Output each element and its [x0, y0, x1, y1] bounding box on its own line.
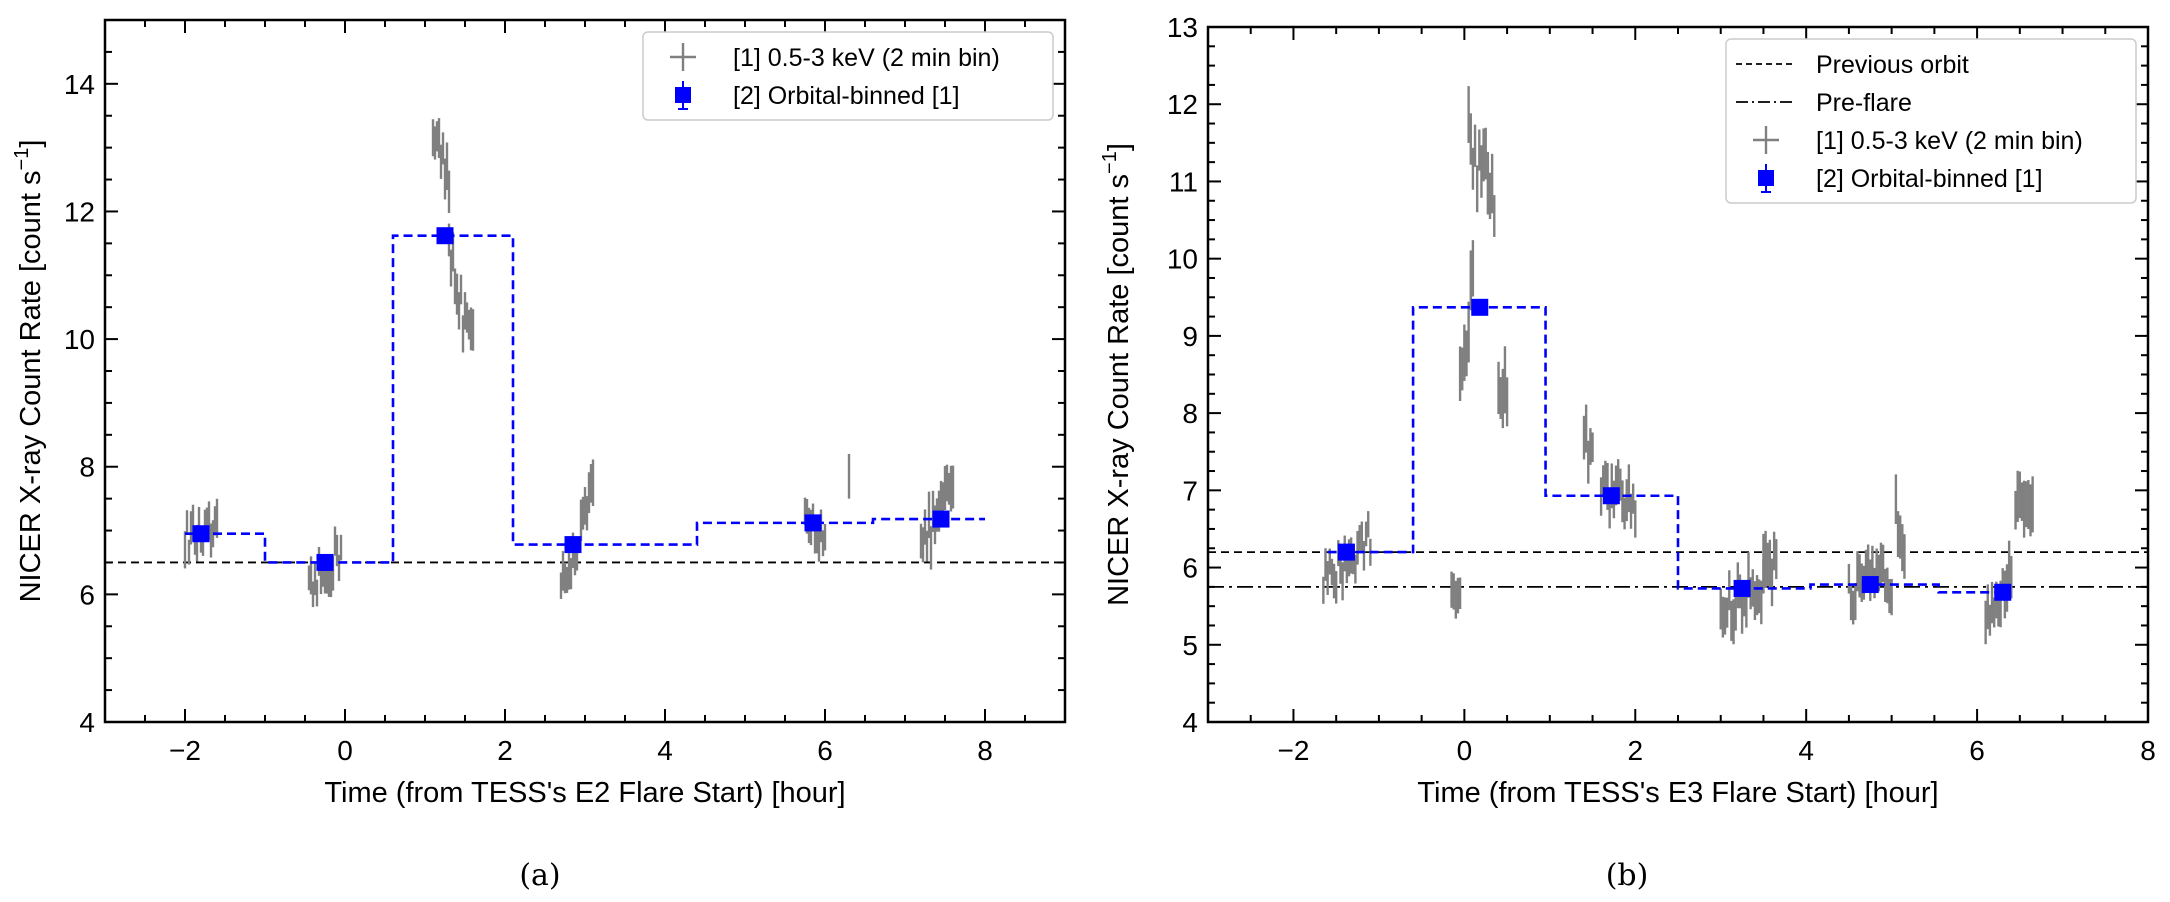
- legend-square-marker: [675, 87, 691, 103]
- orbital-binned-point: [1602, 487, 1620, 505]
- y-tick-label: 12: [1167, 89, 1198, 120]
- y-tick-label: 6: [79, 579, 95, 610]
- y-axis-label-exponent: −1: [11, 148, 33, 171]
- y-tick-label: 14: [64, 69, 95, 100]
- orbital-step-line: [1327, 306, 2007, 594]
- y-tick-label: 10: [64, 324, 95, 355]
- y-tick-label: 8: [79, 452, 95, 483]
- legend-label: [1] 0.5-3 keV (2 min bin): [1816, 127, 2083, 155]
- y-axis-label-end: ]: [1103, 143, 1135, 151]
- orbital-binned-point: [1994, 583, 2012, 601]
- y-axis-label-exponent: −1: [1099, 151, 1121, 174]
- orbital-binned-point: [1733, 579, 1751, 597]
- x-tick-label: 0: [337, 735, 353, 766]
- x-tick-label: 2: [497, 735, 513, 766]
- y-axis-label-end: ]: [15, 140, 47, 148]
- orbital-binned-point: [1337, 543, 1355, 561]
- y-tick-label: 4: [79, 707, 95, 738]
- orbital-step-line: [185, 234, 985, 564]
- y-tick-label: 12: [64, 196, 95, 227]
- orbital-binned-point: [192, 525, 210, 543]
- panel-caption: (b): [1606, 858, 1649, 893]
- orbital-binned-point: [1861, 576, 1879, 594]
- panel-caption: (a): [519, 858, 560, 893]
- legend-square-marker: [1758, 170, 1774, 186]
- y-tick-label: 8: [1182, 398, 1198, 429]
- panel-a: −2 0 2 4 6 8 4 6 8 10 12 14 Time (from TESS's E2 Fla…: [11, 18, 1067, 809]
- orbital-binned-point: [564, 536, 582, 554]
- y-tick-label: 10: [1167, 244, 1198, 275]
- x-tick-label: 4: [657, 735, 673, 766]
- legend-label: [1] 0.5-3 keV (2 min bin): [733, 44, 1000, 72]
- legend-label: [2] Orbital-binned [1]: [733, 82, 960, 110]
- x-tick-label: −2: [1277, 735, 1309, 766]
- orbital-binned-point: [316, 553, 334, 571]
- x-tick-label: 0: [1457, 735, 1473, 766]
- legend-frame: [642, 31, 1054, 121]
- legend: [1] 0.5-3 keV (2 min bin) [2] Orbital-bin…: [642, 31, 1054, 121]
- x-tick-label: 6: [817, 735, 833, 766]
- y-axis-label: NICER X-ray Count Rate [count s−1]: [1099, 143, 1135, 606]
- x-tick-label: 8: [977, 735, 993, 766]
- y-tick-label: 7: [1182, 475, 1198, 506]
- x-axis-label: Time (from TESS's E3 Flare Start) [hour]: [1417, 777, 1938, 809]
- y-axis-label-main: NICER X-ray Count Rate [count s: [1103, 174, 1135, 606]
- y-axis-label: NICER X-ray Count Rate [count s−1]: [11, 140, 47, 603]
- y-tick-label: 4: [1182, 707, 1198, 738]
- x-axis-label: Time (from TESS's E2 Flare Start) [hour]: [324, 777, 845, 809]
- orbital-binned-point: [436, 227, 454, 245]
- y-tick-label: 11: [1169, 166, 1198, 197]
- legend-frame: [1725, 38, 2137, 204]
- x-tick-label: 4: [1798, 735, 1814, 766]
- plot-frame: [103, 18, 1067, 724]
- legend-label: Previous orbit: [1816, 51, 1969, 79]
- x-tick-label: 2: [1627, 735, 1643, 766]
- legend-label: [2] Orbital-binned [1]: [1816, 165, 2043, 193]
- x-tick-label: −2: [169, 735, 201, 766]
- y-axis-label-main: NICER X-ray Count Rate [count s: [15, 170, 47, 602]
- legend: Previous orbit Pre-flare [1] 0.5-3 keV (2 …: [1725, 38, 2137, 204]
- y-tick-label: 5: [1182, 630, 1198, 661]
- panel-b: −2 0 2 4 6 8 4 5 6 7 8 9 10 11 12 13 Time (from TESS's E…: [1099, 12, 2156, 809]
- orbital-binned-point: [932, 510, 950, 528]
- y-tick-label: 6: [1182, 553, 1198, 584]
- y-tick-label: 13: [1167, 12, 1198, 43]
- y-tick-label: 9: [1182, 321, 1198, 352]
- orbital-binned-point: [1471, 298, 1489, 316]
- orbital-binned-point: [804, 514, 822, 532]
- legend-label: Pre-flare: [1816, 89, 1912, 117]
- x-tick-label: 6: [1969, 735, 1985, 766]
- x-tick-label: 8: [2140, 735, 2156, 766]
